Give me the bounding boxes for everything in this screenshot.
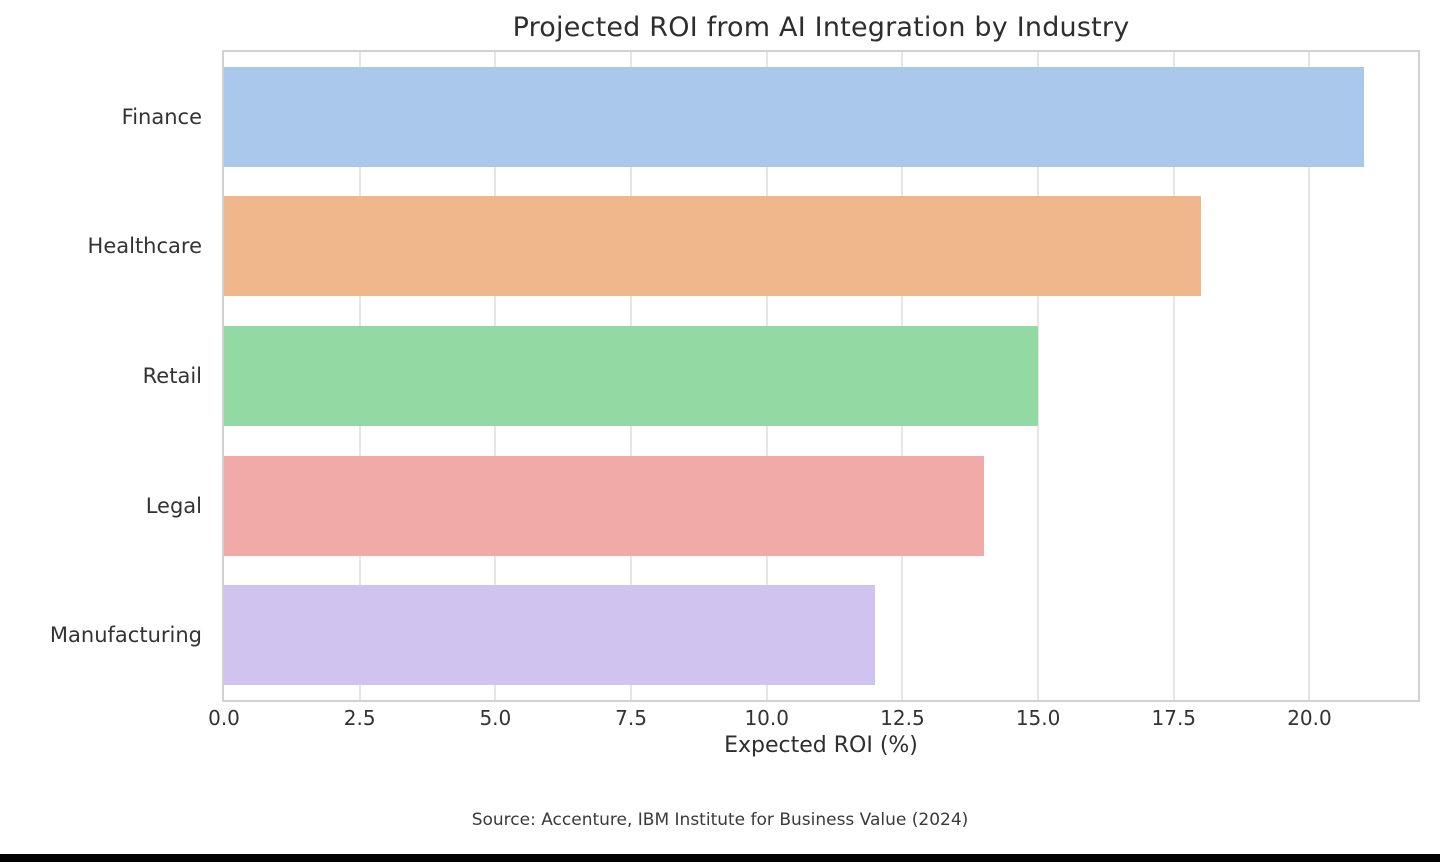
x-tick-label-15.0: 15.0 — [1015, 706, 1061, 730]
y-tick-label-healthcare: Healthcare — [87, 234, 202, 259]
bar-healthcare — [224, 196, 1201, 296]
y-tick-label-legal: Legal — [145, 493, 202, 518]
x-tick-label-7.5: 7.5 — [615, 706, 647, 730]
x-tick-label-12.5: 12.5 — [880, 706, 925, 730]
y-tick-label-finance: Finance — [121, 104, 202, 129]
x-axis-tick-labels: 0.0 2.5 5.0 7.5 10.0 12.5 15.0 17.5 20.0 — [208, 706, 1420, 732]
plot-area — [222, 50, 1420, 702]
x-tick-label-5.0: 5.0 — [479, 706, 512, 730]
y-tick-label-retail: Retail — [142, 364, 202, 388]
x-tick-label-17.5: 17.5 — [1151, 706, 1197, 730]
x-axis-label: Expected ROI (%) — [724, 733, 918, 758]
gridline-17.5 — [1172, 52, 1175, 700]
bar-retail — [224, 326, 1039, 426]
bar-legal — [224, 456, 984, 556]
gridline-20 — [1308, 52, 1311, 700]
source-caption: Source: Accenture, IBM Institute for Bus… — [471, 810, 969, 830]
x-tick-label-0.0: 0.0 — [208, 706, 240, 730]
y-axis-category-labels: Finance Healthcare Retail Legal Manufacturin… — [0, 50, 202, 702]
x-tick-label-20.0: 20.0 — [1287, 706, 1332, 730]
bar-manufacturing — [224, 585, 876, 685]
chart-title: Projected ROI from AI Integration by Ind… — [512, 12, 1130, 43]
bar-finance — [224, 67, 1364, 167]
y-tick-label-manufacturing: Manufacturing — [49, 623, 202, 648]
x-tick-label-2.5: 2.5 — [343, 706, 376, 730]
bottom-divider-rule — [0, 854, 1440, 862]
gridline-15 — [1037, 52, 1040, 700]
x-tick-label-10.0: 10.0 — [744, 706, 789, 730]
